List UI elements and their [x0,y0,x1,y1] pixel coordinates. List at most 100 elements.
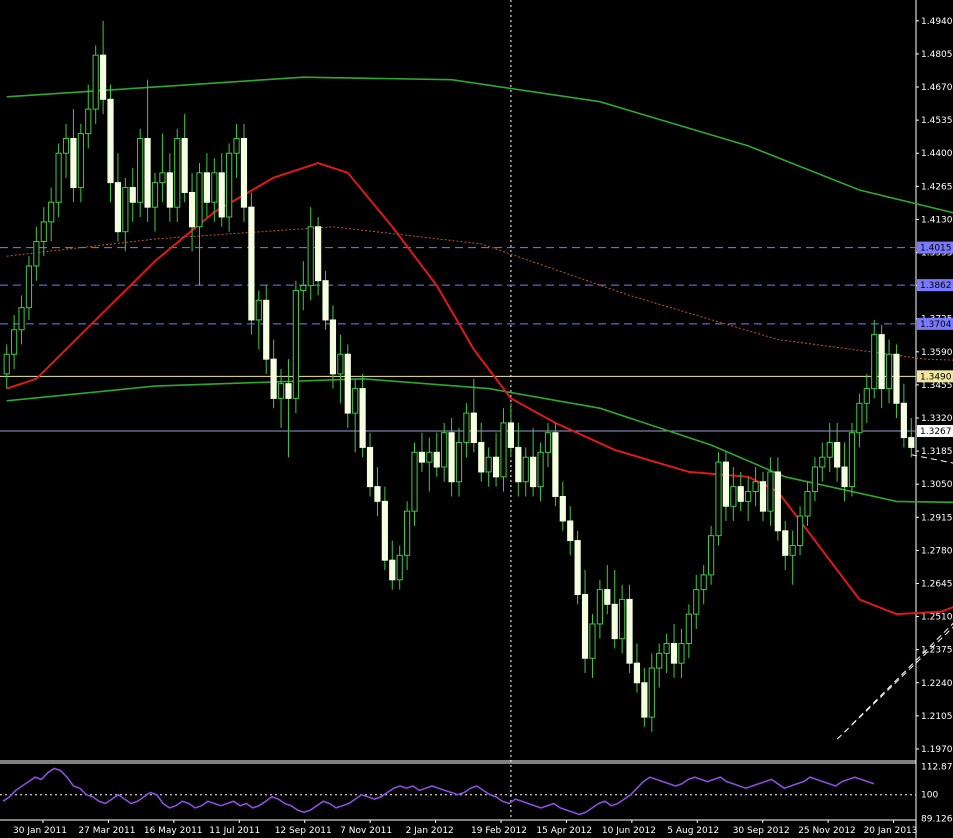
candle-body [515,446,522,483]
candle-body [218,172,225,218]
candle-body [619,598,626,640]
candle-body [77,133,84,189]
trendline-0 [836,626,953,740]
candle-body [522,456,529,483]
candle-body [589,623,596,659]
candle-body [492,456,500,478]
x-tick-label: 12 Sep 2011 [275,826,332,836]
candle-body [826,442,833,458]
indicator-tick-label: 100 [921,791,938,801]
candle-body [100,54,107,100]
candle-body [715,461,722,537]
candle-body [670,643,678,664]
y-tick-label: 1.4535 [921,116,953,126]
y-tick-label: 1.3050 [921,480,953,490]
candle-body [737,486,744,502]
level-label: 1.3267 [920,427,952,437]
candle-body [530,456,537,488]
x-tick-label: 30 Sep 2012 [733,826,790,836]
x-tick-label: 19 Feb 2012 [471,826,527,836]
candle-body [752,481,759,493]
candle-body [426,451,433,463]
candle-body [678,643,685,664]
y-tick-label: 1.4265 [921,182,953,192]
y-tick-label: 1.2780 [921,546,953,556]
candle-body [366,446,374,488]
moving-average-line-0 [6,76,953,214]
candle-body [648,667,655,718]
candle-body [411,451,418,512]
candle-body [574,540,581,596]
candle-body [433,451,440,468]
candle-body [277,383,285,399]
y-tick-label: 1.3455 [921,381,953,391]
level-label-box [917,279,953,292]
y-tick-label: 1.3590 [921,348,953,358]
candle-body [500,422,507,478]
indicator-line [2,767,875,816]
candle-body [270,358,277,399]
candle-body [344,353,351,414]
candle-body [871,334,878,390]
candle-body [92,54,99,110]
candle-body [166,172,173,208]
candle-body [248,206,255,321]
candle-body [181,138,188,193]
candle-body [40,221,47,242]
x-tick-label: 30 Jan 2011 [13,826,67,836]
x-tick-label: 2 Jan 2012 [406,826,454,836]
candle-body [663,643,670,654]
candle-body [18,307,25,331]
candle-body [203,172,210,203]
candle-body [374,486,381,502]
y-tick-label: 1.3185 [921,447,953,457]
candle-body [782,530,789,556]
candle-body [196,172,203,228]
candle-body [441,432,448,468]
candle-body [885,353,893,390]
candle-body [596,589,603,625]
candle-body [137,138,144,203]
candle-body [396,554,403,581]
candle-body [188,191,196,228]
level-label-box [917,424,953,437]
candle-body [226,152,233,218]
candle-body [448,432,455,483]
y-tick-label: 1.4130 [921,215,953,225]
candle-body [708,535,715,576]
candle-body [3,353,10,375]
y-tick-label: 1.4400 [921,149,953,159]
candle-body [352,388,359,414]
candle-body [255,299,262,321]
x-tick-label: 11 Jul 2011 [209,826,260,836]
candle-body [359,388,366,448]
candle-body [48,201,55,223]
candle-body [856,402,863,434]
candle-body [114,182,122,233]
candle-body [55,152,62,203]
candle-body [848,432,856,488]
candle-body [507,422,514,448]
y-tick-label: 1.1970 [921,745,953,755]
candle-body [33,240,40,267]
candle-body [233,138,240,154]
candle-body [559,495,566,522]
candle-body [841,466,848,488]
candle-body [122,187,129,233]
candle-body [745,491,752,502]
candle-body [307,226,314,287]
candle-body [300,285,307,292]
candle-body [730,486,737,507]
candle-body [485,456,492,473]
candle-body [893,353,900,404]
candle-body [908,437,915,448]
candle-body [581,594,589,659]
candle-body [144,138,151,208]
level-label-box [917,370,953,383]
candle-body [322,280,329,321]
candle-body [604,589,611,605]
candle-body [900,402,907,439]
candle-body [263,299,270,360]
candle-body [544,432,552,453]
